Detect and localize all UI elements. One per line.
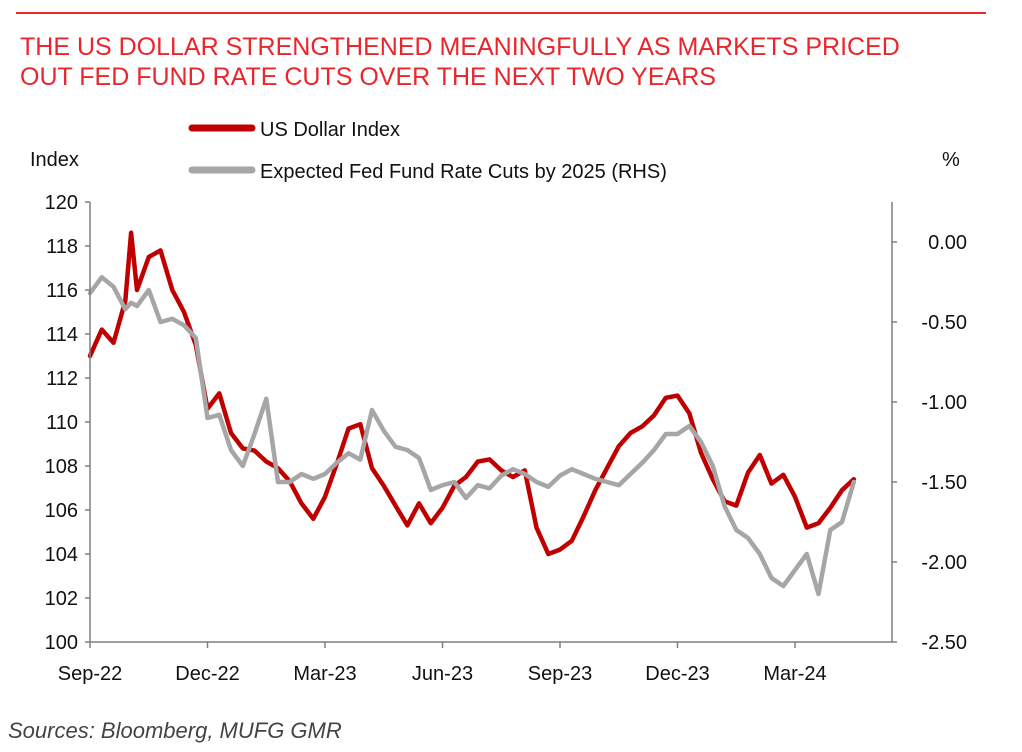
left-axis-label: Index bbox=[30, 149, 79, 171]
left-tick-label: 106 bbox=[45, 500, 78, 522]
x-tick-label: Jun-23 bbox=[412, 663, 473, 685]
rate-cuts-line bbox=[87, 274, 857, 597]
x-tick-label: Sep-23 bbox=[528, 663, 593, 685]
right-tick-label: -1.50 bbox=[921, 472, 967, 494]
right-tick-label: -2.00 bbox=[921, 552, 967, 574]
source-note: Sources: Bloomberg, MUFG GMR bbox=[8, 718, 342, 743]
x-tick-label: Mar-24 bbox=[763, 663, 826, 685]
right-tick-label: -1.00 bbox=[921, 392, 967, 414]
chart-title-line-2: OUT FED FUND RATE CUTS OVER THE NEXT TWO… bbox=[20, 63, 716, 91]
right-axis-label: % bbox=[942, 149, 960, 171]
x-tick-label: Dec-23 bbox=[645, 663, 709, 685]
left-tick-label: 116 bbox=[46, 280, 78, 302]
x-tick-label: Sep-22 bbox=[58, 663, 123, 685]
left-tick-label: 118 bbox=[46, 236, 78, 258]
left-tick-label: 102 bbox=[45, 588, 78, 610]
x-tick-label: Dec-22 bbox=[175, 663, 239, 685]
left-tick-label: 100 bbox=[45, 632, 78, 654]
left-tick-label: 114 bbox=[46, 324, 78, 346]
left-tick-label: 108 bbox=[45, 456, 78, 478]
legend-label: US Dollar Index bbox=[260, 119, 400, 141]
right-tick-label: -2.50 bbox=[921, 632, 967, 654]
left-tick-label: 120 bbox=[45, 192, 78, 214]
chart-title-line-1: THE US DOLLAR STRENGTHENED MEANINGFULLY … bbox=[20, 33, 900, 61]
x-tick-label: Mar-23 bbox=[293, 663, 356, 685]
right-tick-label: -0.50 bbox=[921, 312, 967, 334]
left-tick-label: 112 bbox=[46, 368, 78, 390]
left-tick-label: 110 bbox=[46, 412, 78, 434]
left-tick-label: 104 bbox=[45, 544, 78, 566]
legend-label: Expected Fed Fund Rate Cuts by 2025 (RHS… bbox=[260, 161, 667, 183]
title-rule bbox=[16, 12, 986, 14]
right-tick-label: 0.00 bbox=[928, 232, 967, 254]
chart-title: THE US DOLLAR STRENGTHENED MEANINGFULLY … bbox=[20, 32, 1000, 92]
